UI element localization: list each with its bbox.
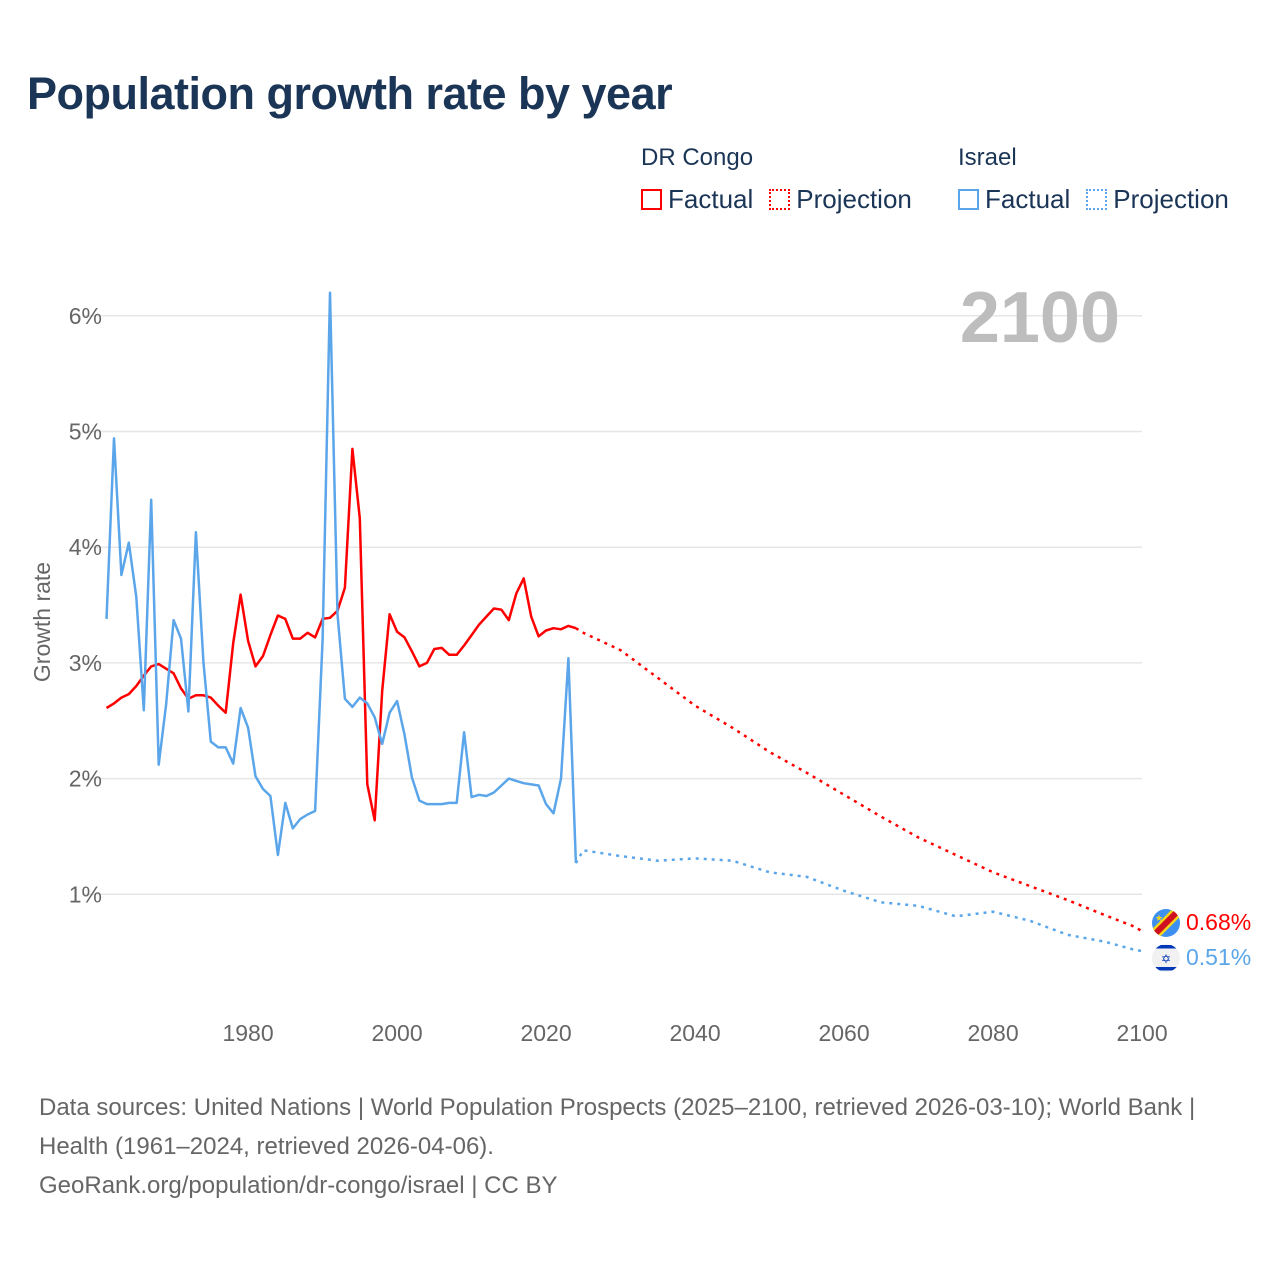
y-axis-label: Growth rate	[29, 562, 55, 682]
legend-item-israel-factual[interactable]: Factual	[958, 184, 1070, 215]
x-tick-label: 1980	[222, 1020, 273, 1046]
y-tick-label: 4%	[69, 534, 102, 560]
chart-title: Population growth rate by year	[27, 68, 673, 119]
svg-text:★: ★	[1155, 913, 1163, 923]
israel-projection-line	[574, 848, 1143, 953]
legend-label: Factual	[668, 184, 754, 214]
dr-congo-end-value-label: 0.68%	[1186, 909, 1251, 935]
x-tick-label: 2040	[669, 1020, 720, 1046]
data-sources-note: Data sources: United Nations | World Pop…	[39, 1094, 1196, 1160]
x-tick-label: 2020	[520, 1020, 571, 1046]
year-watermark: 2100	[960, 278, 1120, 358]
dr-congo-flag-icon: ★	[1152, 909, 1180, 937]
dotted-swatch-icon	[769, 189, 791, 210]
israel-flag-icon: ✡	[1152, 944, 1180, 972]
line-chart: 1% 2% 3% 4% 5% 6% 1980 2000 2020 2040 2060 2080 2100…	[29, 278, 1251, 1046]
y-tick-label: 5%	[69, 419, 102, 445]
israel-factual-line	[105, 291, 578, 864]
x-tick-label: 2100	[1116, 1020, 1167, 1046]
x-tick-label: 2060	[818, 1020, 869, 1046]
dr-congo-projection-line	[575, 627, 1143, 933]
legend-country-label: DR Congo	[641, 144, 754, 171]
dotted-swatch-icon	[1086, 189, 1108, 210]
legend-label: Projection	[1113, 184, 1229, 214]
source-link[interactable]: GeoRank.org/population/dr-congo/israel |…	[39, 1172, 558, 1199]
y-tick-label: 1%	[69, 881, 102, 907]
x-tick-label: 2000	[371, 1020, 422, 1046]
israel-end-value-label: 0.51%	[1186, 944, 1251, 970]
x-tick-label: 2080	[967, 1020, 1018, 1046]
legend-group-dr-congo: DR Congo Factual Projection	[641, 144, 912, 215]
legend-item-israel-projection[interactable]: Projection	[1086, 184, 1229, 215]
footer: Data sources: United Nations | World Pop…	[39, 1088, 1239, 1205]
solid-swatch-icon	[641, 189, 662, 210]
legend-label: Projection	[796, 184, 912, 214]
y-tick-label: 6%	[69, 303, 102, 329]
legend-label: Factual	[985, 184, 1071, 214]
legend-country-label: Israel	[958, 144, 1017, 171]
y-tick-label: 2%	[69, 766, 102, 792]
svg-text:✡: ✡	[1161, 952, 1171, 966]
legend-item-dr-congo-projection[interactable]: Projection	[769, 184, 912, 215]
y-tick-label: 3%	[69, 650, 102, 676]
dr-congo-factual-line	[105, 447, 577, 822]
legend-item-dr-congo-factual[interactable]: Factual	[641, 184, 753, 215]
legend-group-israel: Israel Factual Projection	[958, 144, 1229, 215]
solid-swatch-icon	[958, 189, 979, 210]
